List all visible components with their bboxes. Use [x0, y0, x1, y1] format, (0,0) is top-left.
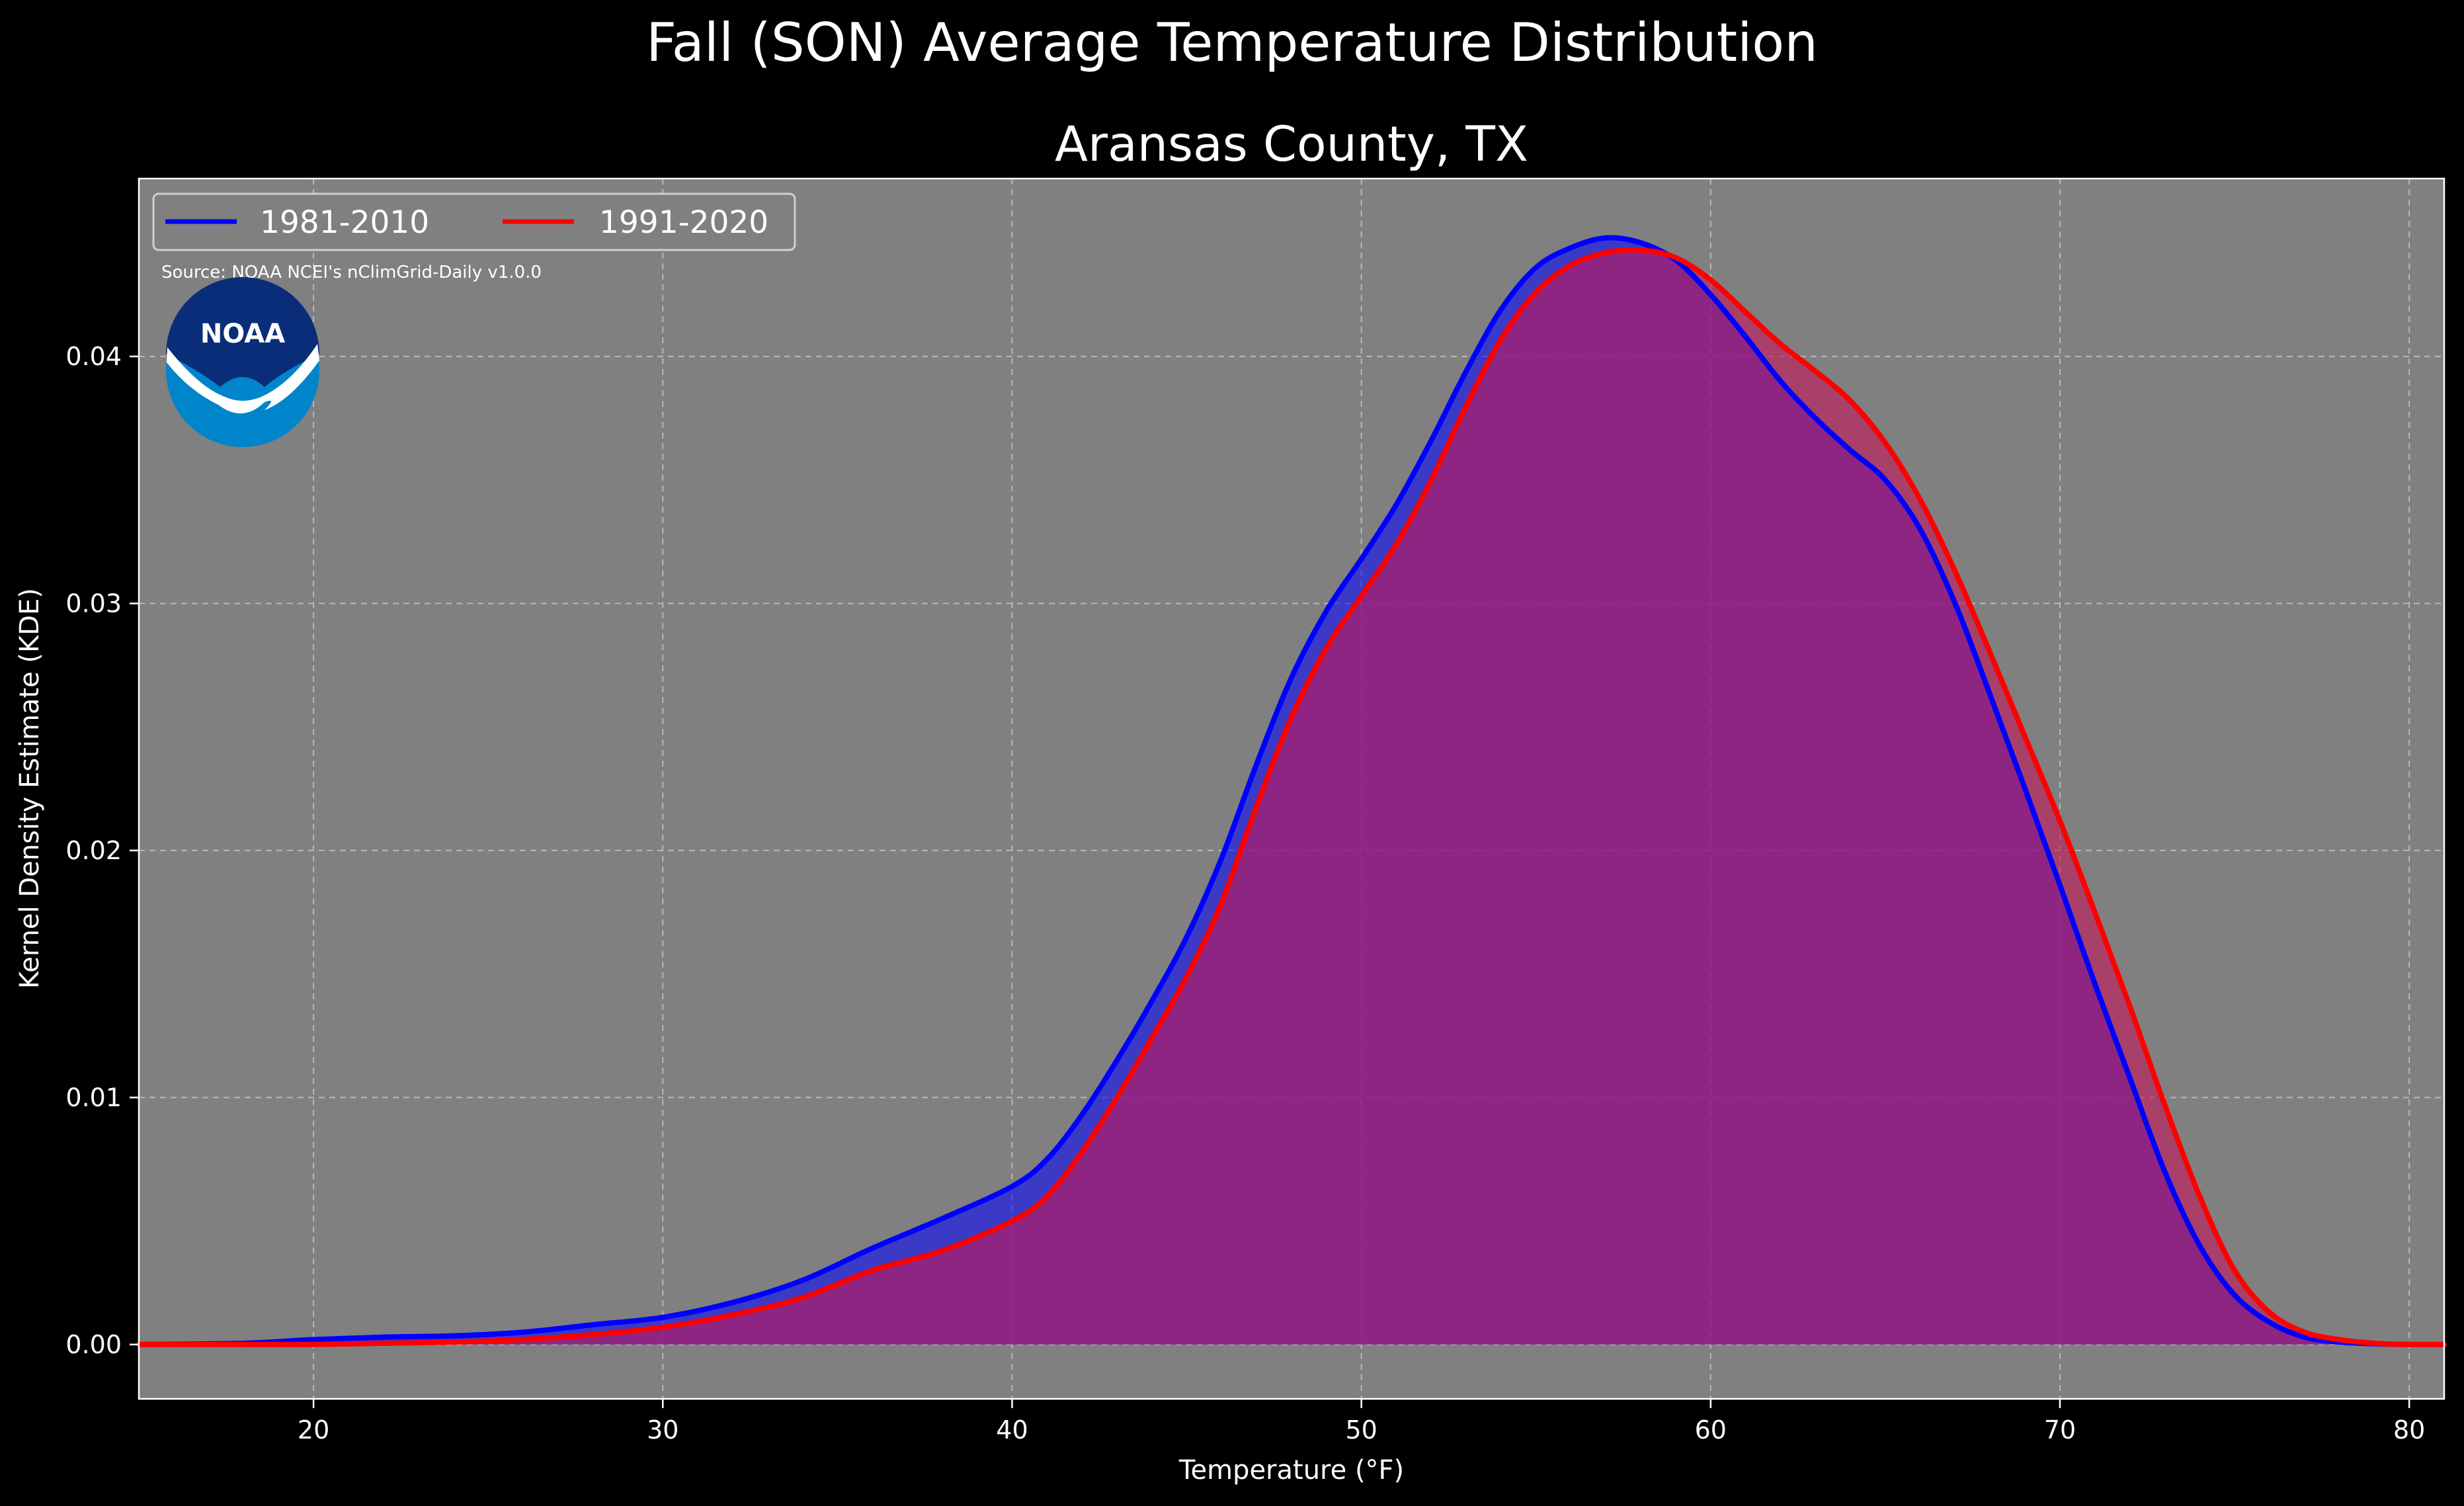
y-tick-label-4: 0.04 — [65, 342, 122, 371]
logo-gull — [167, 344, 319, 414]
y-tick-label-1: 0.01 — [65, 1083, 122, 1112]
density-lines — [136, 235, 2447, 1347]
y-tick-label-3: 0.03 — [65, 589, 122, 618]
x-tick-label-40: 40 — [996, 1415, 1028, 1444]
y-axis-label: Kernel Density Estimate (KDE) — [15, 588, 45, 989]
legend-box — [152, 192, 796, 251]
x-axis-label: Temperature (°F) — [1178, 1455, 1404, 1485]
line-1981-2010 — [136, 235, 2447, 1347]
source-note: Source: NOAA NCEI's nClimGrid-Daily v1.0… — [161, 263, 542, 282]
y-axis-ticks: 0.00 0.01 0.02 0.03 0.04 — [65, 342, 139, 1359]
plot-frame — [138, 177, 2445, 1400]
logo-text: NOAA — [200, 319, 285, 349]
x-tick-label-60: 60 — [1695, 1415, 1727, 1444]
x-tick-label-80: 80 — [2393, 1415, 2425, 1444]
y-tick-label-2: 0.02 — [65, 836, 122, 865]
logo-sky — [166, 277, 319, 387]
x-tick-label-20: 20 — [298, 1415, 329, 1444]
x-tick-label-50: 50 — [1345, 1415, 1377, 1444]
legend-label-1991-2020: 1991-2020 — [599, 204, 768, 241]
density-fills — [139, 237, 2444, 1345]
y-tick-label-0: 0.00 — [65, 1330, 122, 1359]
legend-label-1981-2010: 1981-2010 — [260, 204, 429, 241]
x-axis-ticks: 20 30 40 50 60 70 80 — [298, 1399, 2425, 1444]
legend: 1981-2010 1991-2020 — [152, 192, 796, 251]
chart-subtitle: Aransas County, TX — [1055, 116, 1528, 173]
line-1991-2020 — [136, 247, 2447, 1347]
chart-title: Fall (SON) Average Temperature Distribut… — [646, 12, 1818, 73]
x-tick-label-30: 30 — [647, 1415, 678, 1444]
noaa-logo-icon: NOAA — [166, 277, 319, 447]
x-tick-label-70: 70 — [2044, 1415, 2076, 1444]
area-1991-2020 — [139, 249, 2444, 1345]
